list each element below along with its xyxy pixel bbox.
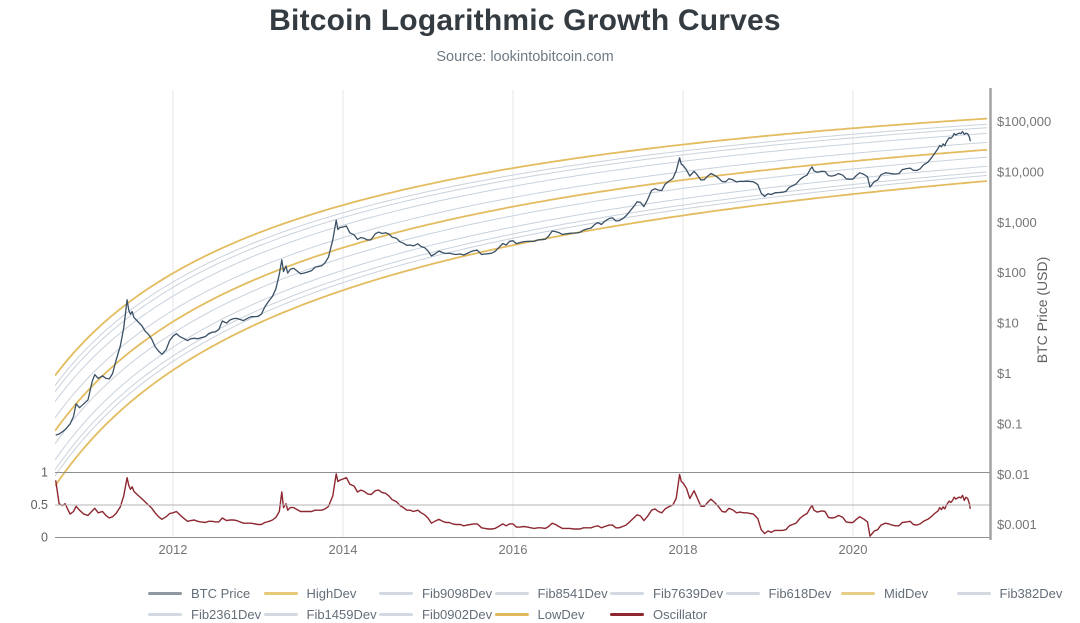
legend-item-label: Fib2361Dev xyxy=(191,606,262,622)
legend-item-label: Fib618Dev xyxy=(768,585,832,601)
legend-swatch-fib7639dev xyxy=(610,591,644,595)
curve-fib8541dev xyxy=(55,127,988,393)
legend-swatch-middev xyxy=(841,591,875,595)
legend-swatch-lowdev xyxy=(494,612,529,616)
y-tick-label: $0.1 xyxy=(997,416,1022,431)
legend-swatch-fib618dev xyxy=(725,591,760,595)
oscillator-tick-label: 1 xyxy=(41,466,48,480)
legend-item-btc-price[interactable]: BTC Price xyxy=(148,584,264,602)
y-tick-label: $10 xyxy=(997,316,1019,331)
chart-source-subtitle: Source: lookintobitcoin.com xyxy=(436,49,614,65)
y-tick-label: $100,000 xyxy=(997,114,1051,129)
legend-item-fib618dev[interactable]: Fib618Dev xyxy=(725,584,842,602)
legend-swatch-fib1459dev xyxy=(263,612,298,616)
legend-swatch-btc-price xyxy=(148,591,182,595)
x-tick-label: 2012 xyxy=(159,542,188,557)
y-axis-title: BTC Price (USD) xyxy=(1034,257,1050,364)
legend-item-fib8541dev[interactable]: Fib8541Dev xyxy=(494,584,611,602)
legend-item-label: Fib382Dev xyxy=(999,585,1063,601)
growth-curves xyxy=(55,117,988,487)
y-tick-label: $10,000 xyxy=(997,164,1044,179)
oscillator-line xyxy=(55,473,971,537)
legend-item-oscillator[interactable]: Oscillator xyxy=(610,605,726,623)
legend-item-label: Fib9098Dev xyxy=(422,585,493,601)
legend-item-fib7639dev[interactable]: Fib7639Dev xyxy=(610,584,726,602)
x-tick-label: 2018 xyxy=(669,542,698,557)
legend-item-label: BTC Price xyxy=(191,585,251,601)
curve-fib2361dev xyxy=(55,165,988,461)
x-tick-label: 2020 xyxy=(839,542,868,557)
legend-item-highdev[interactable]: HighDev xyxy=(263,584,380,602)
legend-item-label: Oscillator xyxy=(653,606,708,622)
y-tick-label: $100 xyxy=(997,265,1026,280)
legend-item-label: Fib0902Dev xyxy=(422,606,493,622)
curve-middev xyxy=(55,148,988,432)
page-title: Bitcoin Logarithmic Growth Curves xyxy=(269,4,781,37)
y-tick-label: $0.01 xyxy=(997,467,1030,482)
legend-swatch-fib9098dev xyxy=(379,591,413,595)
legend-swatch-oscillator xyxy=(610,612,644,616)
legend-swatch-fib0902dev xyxy=(379,612,413,616)
legend-item-fib9098dev[interactable]: Fib9098Dev xyxy=(379,584,495,602)
gridlines xyxy=(172,90,854,538)
legend-item-label: MidDev xyxy=(884,585,929,601)
legend-item-fib2361dev[interactable]: Fib2361Dev xyxy=(148,605,264,623)
y-tick-label: $1 xyxy=(997,366,1011,381)
x-tick-label: 2016 xyxy=(499,542,528,557)
y-tick-label: $0.001 xyxy=(997,517,1037,532)
curve-fib9098dev xyxy=(55,123,988,386)
curve-fib1459dev xyxy=(55,171,988,471)
curve-lowdev xyxy=(55,180,988,487)
axis-tick-labels: 2012 2014 2016 2018 2020 1 0.5 0 $100,000 $10,000… xyxy=(31,114,1052,557)
legend-item-fib1459dev[interactable]: Fib1459Dev xyxy=(263,605,380,623)
legend-swatch-fib8541dev xyxy=(494,591,529,595)
curve-fib382dev xyxy=(55,156,988,445)
curve-highdev xyxy=(55,117,988,377)
oscillator-gridlines xyxy=(55,471,991,539)
legend-swatch-fib382dev xyxy=(956,591,991,595)
oscillator-tick-label: 0.5 xyxy=(31,498,48,512)
legend-item-lowdev[interactable]: LowDev xyxy=(494,605,611,623)
legend-swatch-fib2361dev xyxy=(148,612,182,616)
legend-item-label: Fib8541Dev xyxy=(537,585,608,601)
legend-item-fib0902dev[interactable]: Fib0902Dev xyxy=(379,605,495,623)
curve-fib7639dev xyxy=(55,132,988,402)
legend-item-middev[interactable]: MidDev xyxy=(841,584,957,602)
y-tick-label: $1,000 xyxy=(997,215,1037,230)
legend: BTC Price HighDev Fib9098Dev Fib8541Dev Fib7… xyxy=(148,584,1072,623)
legend-item-label: Fib7639Dev xyxy=(653,585,724,601)
curve-fib618dev xyxy=(55,141,988,419)
legend-item-label: HighDev xyxy=(306,585,357,601)
legend-item-fib382dev[interactable]: Fib382Dev xyxy=(956,584,1073,602)
btc-price-line xyxy=(55,130,971,436)
x-tick-label: 2014 xyxy=(329,542,358,557)
legend-item-label: Fib1459Dev xyxy=(306,606,377,622)
oscillator-tick-label: 0 xyxy=(41,531,48,545)
legend-swatch-highdev xyxy=(263,591,298,595)
data-series xyxy=(55,130,971,537)
curve-fib0902dev xyxy=(55,174,988,477)
legend-item-label: LowDev xyxy=(537,606,585,622)
